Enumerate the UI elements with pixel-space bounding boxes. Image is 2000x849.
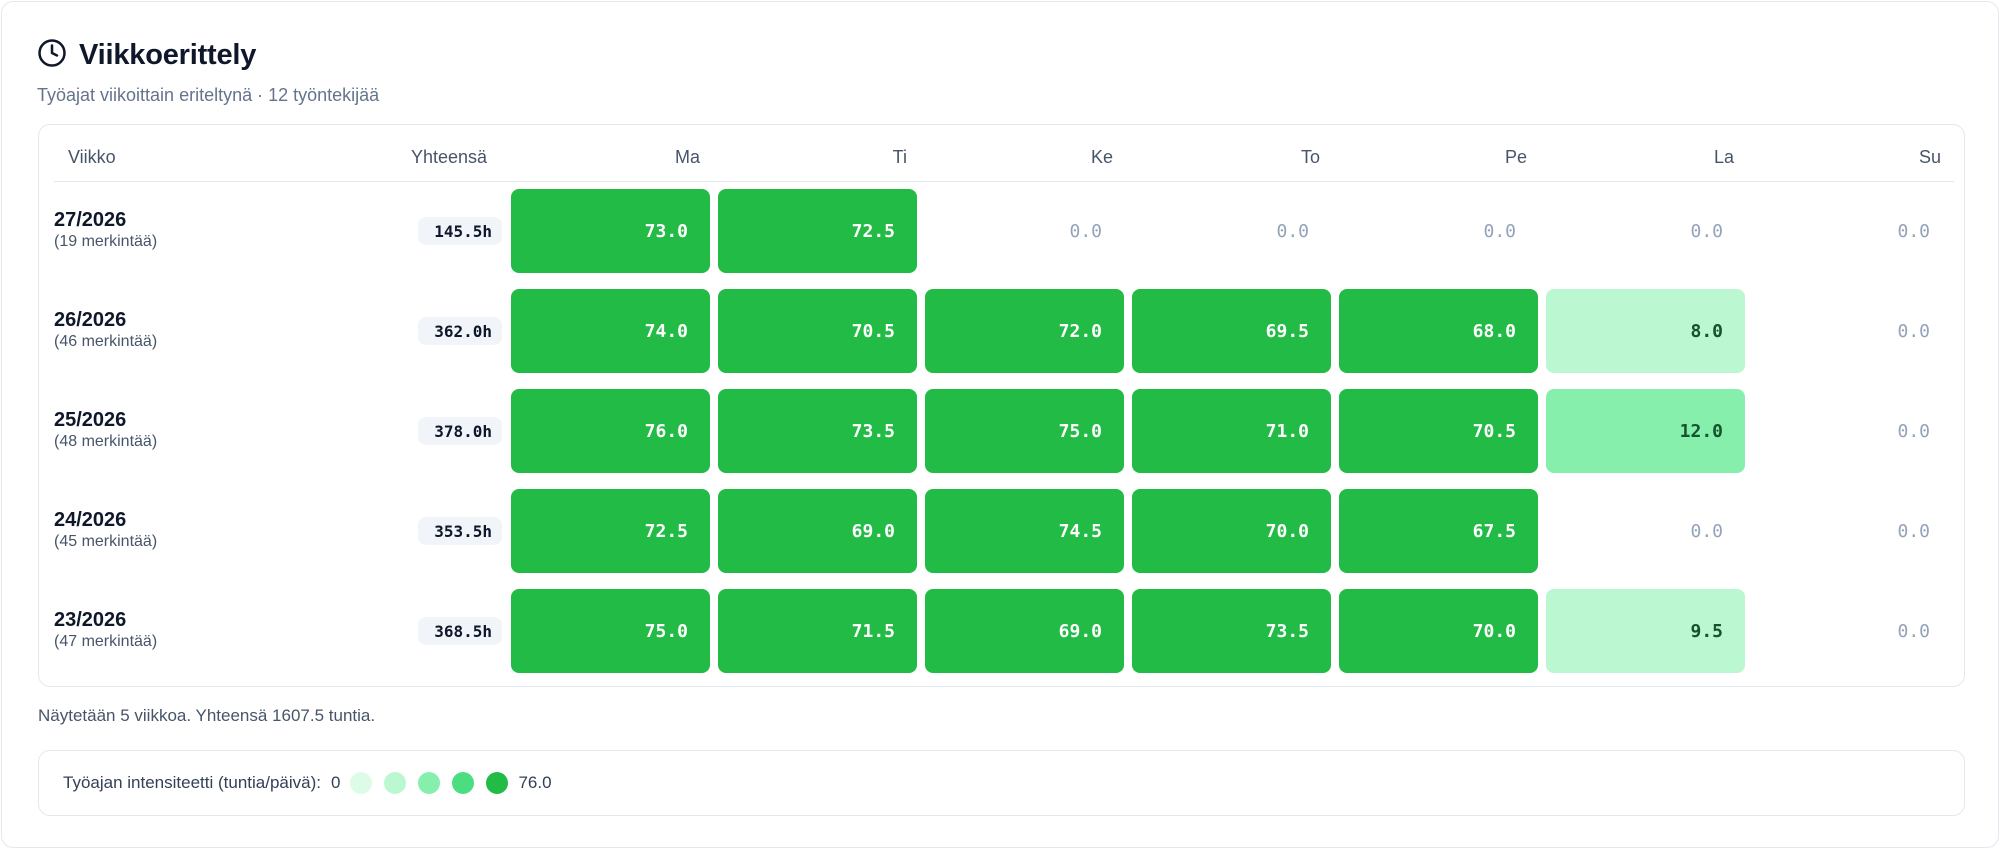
day-cell-mon: 75.0: [511, 589, 710, 673]
legend-max: 76.0: [518, 773, 552, 792]
legend-dot: [384, 772, 407, 794]
column-header-week: Viikko: [68, 147, 116, 167]
day-cell-tue: 69.0: [718, 489, 917, 573]
week-number: 24/2026: [54, 509, 127, 531]
column-header-wed: Ke: [1090, 147, 1113, 167]
day-cell-mon: 74.0: [511, 289, 710, 373]
column-header-tue: Ti: [892, 147, 907, 167]
day-cell-sun: 0.0: [1897, 220, 1930, 242]
table-header-row: Viikko Yhteensä Ma Ti Ke To Pe La Su: [39, 125, 1964, 182]
legend-dot: [350, 772, 373, 794]
day-cell-tue: 70.5: [718, 289, 917, 373]
week-number: 25/2026: [54, 409, 127, 431]
day-cell-thu: 71.0: [1132, 389, 1331, 473]
entry-count: (47 merkintää): [54, 633, 158, 650]
week-label: 27/2026 (19 merkintää): [54, 209, 157, 251]
legend-min: 0: [330, 773, 341, 792]
title-row: Viikkoerittely: [37, 38, 379, 73]
day-cell-mon: 76.0: [511, 389, 710, 473]
day-cell-wed: 75.0: [925, 389, 1124, 473]
column-header-mon: Ma: [674, 147, 700, 167]
day-cell-tue: 72.5: [718, 189, 917, 273]
day-cell-tue: 73.5: [718, 389, 917, 473]
legend-dot: [486, 772, 509, 794]
entry-count: (19 merkintää): [54, 233, 158, 250]
day-cell-mon: 72.5: [511, 489, 710, 573]
weekly-table: Viikko Yhteensä Ma Ti Ke To Pe La Su 27/…: [38, 124, 1965, 687]
day-cell-thu: 70.0: [1132, 489, 1331, 573]
intensity-legend: Työajan intensiteetti (tuntia/päivä): 0 …: [38, 750, 1965, 816]
week-number: 23/2026: [54, 609, 127, 631]
week-total-badge: 145.5h: [418, 217, 502, 245]
week-total-badge: 353.5h: [418, 517, 502, 545]
day-cell-sat: 8.0: [1546, 289, 1745, 373]
day-cell-sat: 0.0: [1690, 220, 1723, 242]
clock-icon: [37, 38, 67, 73]
week-label: 23/2026 (47 merkintää): [54, 609, 157, 651]
header-divider: [54, 181, 1954, 182]
week-number: 26/2026: [54, 309, 127, 331]
day-cell-sat: 9.5: [1546, 589, 1745, 673]
entry-count: (45 merkintää): [54, 533, 158, 550]
day-cell-sun: 0.0: [1897, 320, 1930, 342]
column-header-total: Yhteensä: [411, 147, 488, 167]
day-cell-sun: 0.0: [1897, 420, 1930, 442]
day-cell-sat: 12.0: [1546, 389, 1745, 473]
week-number: 27/2026: [54, 209, 127, 231]
day-cell-fri: 70.5: [1339, 389, 1538, 473]
day-cell-fri: 68.0: [1339, 289, 1538, 373]
legend-scale: [350, 772, 509, 794]
column-header-sun: Su: [1918, 147, 1941, 167]
day-cell-sun: 0.0: [1897, 520, 1930, 542]
entry-count: (46 merkintää): [54, 333, 158, 350]
day-cell-thu: 0.0: [1276, 220, 1309, 242]
day-cell-thu: 73.5: [1132, 589, 1331, 673]
week-label: 25/2026 (48 merkintää): [54, 409, 157, 451]
day-cell-fri: 70.0: [1339, 589, 1538, 673]
legend-dot: [418, 772, 441, 794]
day-cell-wed: 72.0: [925, 289, 1124, 373]
week-total-badge: 368.5h: [418, 617, 502, 645]
day-cell-wed: 0.0: [1069, 220, 1102, 242]
day-cell-fri: 0.0: [1483, 220, 1516, 242]
summary-text: Näytetään 5 viikkoa. Yhteensä 1607.5 tun…: [38, 706, 376, 725]
column-header-fri: Pe: [1504, 147, 1527, 167]
legend-dot: [452, 772, 475, 794]
week-label: 26/2026 (46 merkintää): [54, 309, 157, 351]
day-cell-sat: 0.0: [1690, 520, 1723, 542]
week-total-badge: 362.0h: [418, 317, 502, 345]
day-cell-wed: 69.0: [925, 589, 1124, 673]
column-header-thu: To: [1300, 147, 1320, 167]
week-label: 24/2026 (45 merkintää): [54, 509, 157, 551]
day-cell-fri: 67.5: [1339, 489, 1538, 573]
day-cell-wed: 74.5: [925, 489, 1124, 573]
page-title: Viikkoerittely: [79, 39, 257, 71]
day-cell-thu: 69.5: [1132, 289, 1331, 373]
day-cell-sun: 0.0: [1897, 620, 1930, 642]
day-cell-mon: 73.0: [511, 189, 710, 273]
column-header-sat: La: [1713, 147, 1734, 167]
page-subtitle: Työajat viikoittain eriteltynä · 12 työn…: [37, 85, 380, 105]
day-cell-tue: 71.5: [718, 589, 917, 673]
entry-count: (48 merkintää): [54, 433, 158, 450]
card-header: Viikkoerittely Työajat viikoittain erite…: [37, 38, 379, 106]
week-total-badge: 378.0h: [418, 417, 502, 445]
legend-label: Työajan intensiteetti (tuntia/päivä):: [63, 773, 321, 792]
